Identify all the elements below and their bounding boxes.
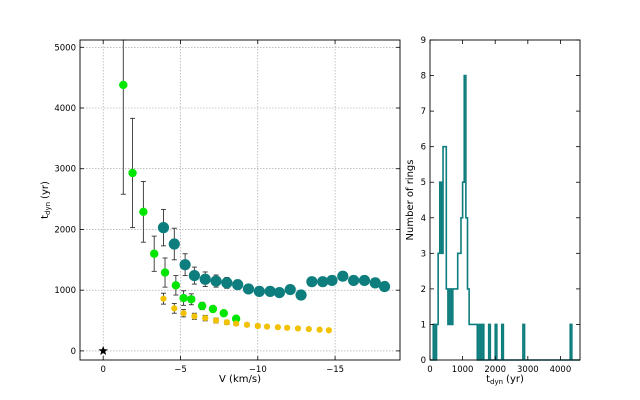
histogram-y-tick-label: 8 xyxy=(421,72,426,82)
scatter-y-tick-label: 4000 xyxy=(54,104,76,114)
scatter-x-label: V (km/s) xyxy=(219,374,261,385)
point-yellow xyxy=(171,305,178,312)
histogram-y-tick-label: 7 xyxy=(421,107,426,117)
scatter-y-label: tdyn (yr) xyxy=(40,181,52,219)
point-teal xyxy=(358,274,371,287)
histogram-x-label-unit: (yr) xyxy=(506,374,524,385)
point-green xyxy=(208,304,218,314)
histogram-y-tick-label: 5 xyxy=(421,178,426,188)
point-teal xyxy=(179,259,191,271)
scatter-ticks: 0 −5 −10 −15 0 1000 2000 3000 4000 5000 xyxy=(54,40,400,375)
point-yellow xyxy=(233,320,240,327)
scatter-points xyxy=(98,80,391,355)
point-yellow xyxy=(202,315,209,322)
histogram-x-tick-label: 0 xyxy=(427,365,432,375)
point-teal xyxy=(369,277,381,289)
histogram-frame xyxy=(429,39,581,361)
point-teal xyxy=(232,279,244,291)
histogram-y-tick-label: 6 xyxy=(421,143,426,153)
point-teal xyxy=(168,238,180,250)
scatter-x-tick-label: −10 xyxy=(249,365,267,375)
histogram-x-label-sub: dyn xyxy=(490,378,503,386)
histogram-y-tick-label: 0 xyxy=(421,356,426,366)
histogram-x-tick-label: 2000 xyxy=(484,365,506,375)
point-teal xyxy=(378,280,391,293)
histogram-x-label: tdyn (yr) xyxy=(486,374,524,386)
point-teal xyxy=(326,274,338,287)
point-teal xyxy=(295,289,307,301)
point-star xyxy=(98,345,108,355)
scatter-y-tick-label: 0 xyxy=(71,347,76,357)
histogram-ticks: 0 1000 2000 3000 4000 0 1 2 3 4 5 6 7 8 9 xyxy=(421,36,580,375)
point-yellow xyxy=(254,322,261,330)
point-yellow xyxy=(274,324,281,331)
point-teal xyxy=(157,222,170,234)
point-yellow xyxy=(284,324,291,331)
point-green xyxy=(171,281,181,290)
point-green xyxy=(197,301,207,311)
point-yellow xyxy=(316,326,323,333)
point-teal xyxy=(317,276,329,288)
scatter-x-tick-label: −5 xyxy=(174,365,187,375)
histogram-y-label: Number of rings xyxy=(405,160,416,241)
point-green xyxy=(187,295,196,304)
point-yellow xyxy=(212,317,220,324)
point-teal xyxy=(253,285,265,297)
histogram-x-label-main: t xyxy=(486,374,490,385)
scatter-y-label-sub: dyn xyxy=(44,202,52,215)
point-yellow xyxy=(160,295,167,302)
point-green xyxy=(231,314,241,323)
point-green xyxy=(139,207,148,217)
point-green xyxy=(128,168,137,178)
point-yellow xyxy=(243,321,251,328)
histogram-y-tick-label: 2 xyxy=(421,285,426,295)
point-teal xyxy=(273,286,286,299)
histogram-y-tick-label: 1 xyxy=(421,320,426,330)
histogram-panel: 0 1000 2000 3000 4000 0 1 2 3 4 5 6 7 8 9 tdyn (yr) Num… xyxy=(405,36,581,386)
point-teal xyxy=(242,283,255,295)
point-yellow xyxy=(180,310,187,317)
point-teal xyxy=(221,277,233,289)
scatter-y-label-unit: (yr) xyxy=(40,181,51,199)
point-green xyxy=(150,249,159,258)
point-teal xyxy=(210,275,222,287)
histogram-y-tick-label: 9 xyxy=(421,36,426,46)
point-green xyxy=(219,309,228,318)
point-green xyxy=(160,268,170,277)
point-teal xyxy=(284,283,296,296)
scatter-y-tick-label: 3000 xyxy=(54,165,76,175)
point-teal xyxy=(337,270,349,282)
scatter-frame xyxy=(79,39,401,361)
histogram-steps xyxy=(430,74,580,361)
point-teal xyxy=(188,269,200,282)
point-green xyxy=(179,293,188,303)
histogram-y-tick-label: 4 xyxy=(421,214,426,224)
point-green xyxy=(119,80,128,90)
scatter-x-tick-label: 0 xyxy=(100,365,105,375)
histogram-x-tick-label: 3000 xyxy=(517,365,539,375)
point-yellow xyxy=(223,319,230,326)
point-yellow xyxy=(305,325,312,333)
histogram-x-tick-label: 4000 xyxy=(550,365,572,375)
point-teal xyxy=(199,273,211,285)
point-teal xyxy=(348,274,360,287)
scatter-y-label-main: t xyxy=(40,215,51,219)
histogram-x-tick-label: 1000 xyxy=(452,365,474,375)
scatter-y-tick-label: 5000 xyxy=(54,43,76,53)
scatter-grid xyxy=(80,40,400,360)
scatter-y-tick-label: 1000 xyxy=(54,286,76,296)
scatter-x-tick-label: −15 xyxy=(326,365,344,375)
scatter-y-tick-label: 2000 xyxy=(54,225,76,235)
point-yellow xyxy=(263,323,271,330)
histogram-y-tick-label: 3 xyxy=(421,249,426,259)
point-yellow xyxy=(325,327,332,334)
point-yellow xyxy=(294,325,302,332)
point-yellow xyxy=(191,313,198,320)
point-teal xyxy=(264,285,276,297)
point-teal xyxy=(306,276,318,288)
